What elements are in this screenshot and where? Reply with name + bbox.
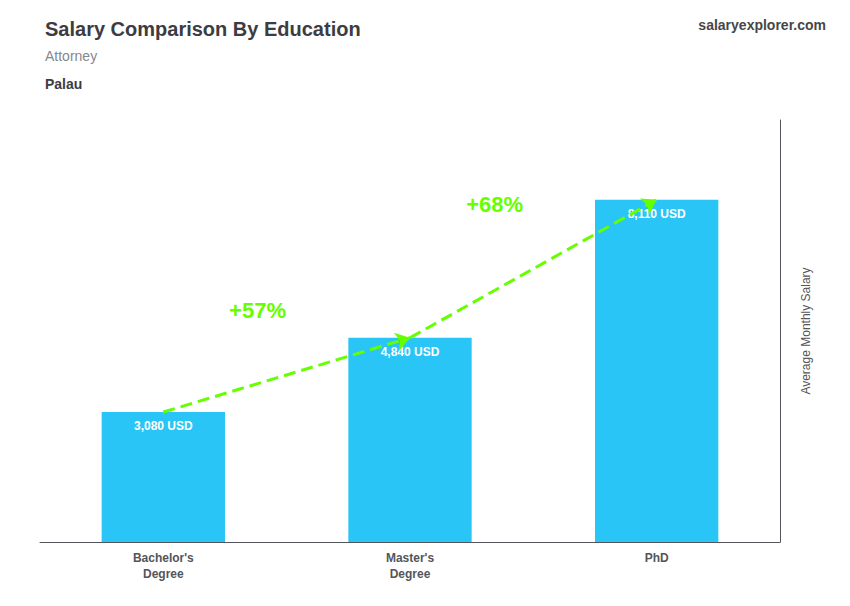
svg-text:3,080 USD: 3,080 USD <box>134 419 193 433</box>
svg-text:PhD: PhD <box>645 551 669 565</box>
svg-text:4,840 USD: 4,840 USD <box>381 345 440 359</box>
svg-text:Average Monthly Salary: Average Monthly Salary <box>799 267 813 394</box>
svg-text:Bachelor's: Bachelor's <box>133 551 194 565</box>
svg-text:Degree: Degree <box>143 567 184 581</box>
svg-text:salaryexplorer.com: salaryexplorer.com <box>698 17 826 33</box>
svg-text:+57%: +57% <box>229 298 286 323</box>
svg-text:Master's: Master's <box>386 551 435 565</box>
svg-text:8,110 USD: 8,110 USD <box>628 207 686 221</box>
svg-text:Attorney: Attorney <box>45 48 97 64</box>
svg-text:Palau: Palau <box>45 76 82 92</box>
svg-text:+68%: +68% <box>466 192 523 217</box>
svg-text:Degree: Degree <box>390 567 431 581</box>
svg-text:Salary Comparison By Education: Salary Comparison By Education <box>45 18 361 40</box>
